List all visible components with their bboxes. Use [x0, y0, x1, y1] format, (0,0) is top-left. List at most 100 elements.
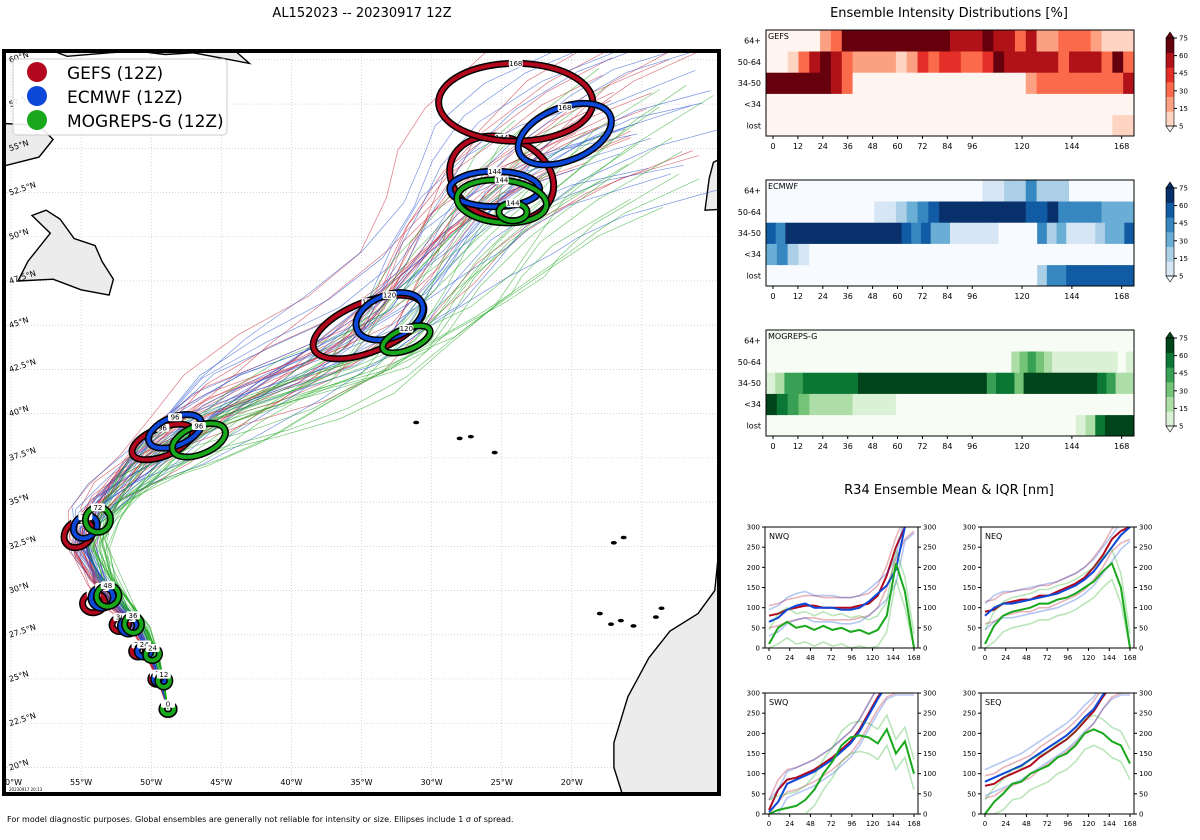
heatmap-cell — [1027, 264, 1038, 287]
heatmap-cell — [863, 93, 875, 116]
x-tick-label: 48 — [868, 142, 878, 151]
heatmap-cell — [993, 243, 1005, 266]
colorbar-max-arrow — [1165, 181, 1175, 189]
heatmap-cell — [928, 330, 940, 352]
r34-iqr-upper-ecmwf — [768, 693, 876, 801]
heatmap-cell — [906, 114, 919, 137]
heatmap-cell — [917, 114, 929, 137]
x-tick-label: 120 — [866, 654, 879, 662]
heatmap-cell — [950, 72, 962, 94]
heatmap-cell — [833, 264, 844, 287]
heatmap-cell — [1112, 393, 1124, 416]
heatmap-cell — [1084, 351, 1094, 373]
y-tick-label-right: 0 — [923, 645, 927, 653]
heatmap-cell — [940, 372, 951, 394]
heatmap-cell — [960, 72, 973, 94]
heatmap-cell — [798, 114, 810, 137]
heatmap-cell — [833, 222, 844, 244]
x-tick-label: 72 — [917, 142, 927, 151]
heatmap-cell — [863, 243, 875, 266]
heatmap-cell — [1090, 243, 1103, 266]
heatmap-cell — [795, 264, 806, 287]
heatmap-cell — [1014, 330, 1027, 352]
heatmap-cell — [977, 372, 988, 394]
heatmap-cell — [1058, 330, 1070, 352]
heatmap-cell — [874, 243, 886, 266]
y-tick-label-right: 200 — [1139, 564, 1152, 572]
heatmap-cell — [1115, 372, 1126, 394]
x-tick-label: 24 — [818, 292, 828, 301]
heatmap-cell — [1008, 264, 1019, 287]
heatmap-cell — [950, 330, 962, 352]
heatmap-cell — [1008, 414, 1019, 437]
r34-iqr-lower-ecmwf — [769, 694, 914, 814]
heatmap-cell — [1112, 93, 1124, 116]
heatmap-cell — [971, 243, 983, 266]
heatmap-cell — [882, 414, 893, 437]
heatmap-cell — [776, 243, 789, 266]
label-bg — [487, 167, 502, 176]
y-tick-label-left: 50 — [967, 790, 976, 798]
island — [467, 434, 474, 439]
heatmap-cell — [874, 51, 886, 73]
intensity-category-label: 64+ — [744, 187, 761, 196]
heatmap-cell — [1004, 51, 1016, 73]
heatmap-cell — [969, 222, 980, 244]
r34-plot-area — [768, 527, 915, 648]
heatmap-cell — [913, 372, 923, 394]
colorbar-max-arrow — [1165, 331, 1175, 339]
colorbar-tick-label: 5 — [1179, 423, 1183, 431]
x-tick-label: 96 — [967, 442, 977, 451]
colorbar-frame — [1165, 187, 1175, 277]
land-britain — [704, 158, 719, 211]
heatmap-cell — [913, 351, 922, 373]
heatmap-cell — [1058, 393, 1070, 416]
colorbar-segment — [1166, 52, 1174, 68]
heatmap-cell — [1101, 180, 1113, 202]
label-bg — [505, 199, 520, 208]
heatmap-cell — [998, 222, 1009, 244]
ellipse-label: 48 — [100, 581, 115, 590]
heatmap-cell — [917, 393, 929, 416]
heatmap-cell — [950, 264, 961, 287]
heatmap-cell — [831, 351, 841, 373]
heatmap-cell — [1017, 414, 1028, 437]
heatmap-cell — [1047, 51, 1059, 73]
r34-mean-ecmwf — [984, 527, 1131, 617]
heatmap-cell — [1124, 414, 1135, 437]
intensity-category-label: lost — [747, 271, 761, 280]
colorbar-segment — [1166, 232, 1174, 247]
heatmap-frame — [765, 179, 1135, 287]
heatmap-cell — [901, 264, 912, 287]
heatmap-cell — [852, 114, 864, 137]
y-tick-label-right: 100 — [1139, 604, 1152, 612]
heatmap-cell — [804, 414, 815, 437]
heatmap-cell — [787, 93, 799, 116]
heatmap-cell — [993, 30, 1005, 52]
ellipse-gefs — [60, 516, 97, 552]
heatmap-cell — [1051, 372, 1061, 394]
y-tick-label-right: 150 — [1139, 584, 1152, 592]
y-tick-label-left: 300 — [963, 690, 976, 698]
heatmap-cell — [1004, 114, 1016, 137]
heatmap-cell — [1046, 414, 1058, 437]
heatmap-cell — [906, 201, 919, 223]
heatmap-cell — [929, 351, 939, 373]
heatmap-cell — [1069, 93, 1081, 116]
colorbar-min-arrow — [1165, 275, 1175, 283]
x-tick-label: 48 — [868, 292, 878, 301]
heatmap-cell — [823, 351, 832, 373]
y-tick-label-right: 150 — [923, 750, 936, 758]
heatmap-cell — [1025, 180, 1038, 202]
lon-tick-label: 25°W — [491, 778, 513, 787]
heatmap-cell — [867, 372, 877, 394]
heatmap-frame — [765, 29, 1135, 137]
heatmap-cell — [1069, 330, 1081, 352]
heatmap-cell — [1052, 351, 1061, 373]
heatmap-cell — [1075, 414, 1087, 437]
heatmap-cell — [1069, 30, 1081, 52]
heatmap-cell — [1014, 30, 1027, 52]
heatmap-cell — [809, 330, 821, 352]
y-tick-label-right: 300 — [923, 524, 936, 532]
heatmap-cell — [911, 414, 922, 437]
